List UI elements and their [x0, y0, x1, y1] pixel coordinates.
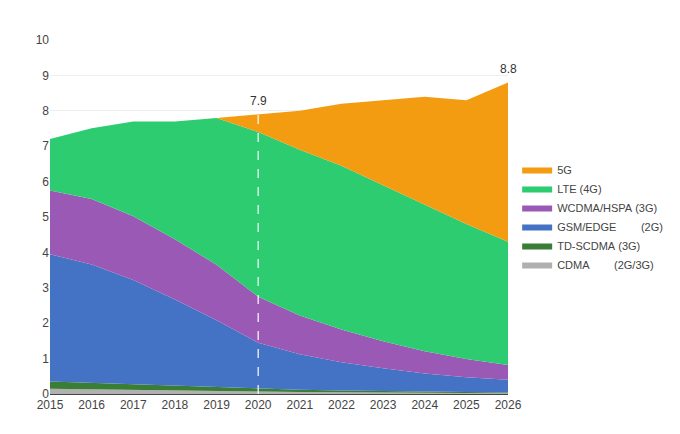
svg-text:CDMA (2G/3G): CDMA (2G/3G) [557, 259, 654, 271]
svg-text:9: 9 [42, 69, 49, 83]
svg-text:2019: 2019 [203, 398, 230, 412]
svg-text:10: 10 [36, 33, 50, 47]
svg-text:2021: 2021 [286, 398, 313, 412]
svg-text:2018: 2018 [162, 398, 189, 412]
svg-text:2020: 2020 [245, 398, 272, 412]
svg-text:1: 1 [42, 352, 49, 366]
svg-text:2023: 2023 [370, 398, 397, 412]
svg-text:2015: 2015 [37, 398, 64, 412]
svg-text:LTE (4G): LTE (4G) [557, 183, 601, 195]
svg-text:0: 0 [42, 387, 49, 401]
svg-text:6: 6 [42, 175, 49, 189]
svg-text:5: 5 [42, 210, 49, 224]
svg-text:8: 8 [42, 104, 49, 118]
svg-text:5G: 5G [557, 164, 572, 176]
svg-text:7: 7 [42, 139, 49, 153]
svg-text:8.8: 8.8 [500, 62, 517, 76]
svg-text:2016: 2016 [78, 398, 105, 412]
svg-text:4: 4 [42, 246, 49, 260]
svg-text:GSM/EDGE (2G): GSM/EDGE (2G) [557, 221, 663, 233]
svg-text:2: 2 [42, 316, 49, 330]
svg-text:7.9: 7.9 [250, 94, 267, 108]
svg-text:TD-SCDMA (3G): TD-SCDMA (3G) [557, 240, 640, 252]
svg-text:2022: 2022 [328, 398, 355, 412]
svg-text:2017: 2017 [120, 398, 147, 412]
svg-text:2026: 2026 [495, 398, 522, 412]
svg-text:WCDMA/HSPA (3G): WCDMA/HSPA (3G) [557, 202, 657, 214]
svg-text:2024: 2024 [411, 398, 438, 412]
svg-text:3: 3 [42, 281, 49, 295]
svg-text:2025: 2025 [453, 398, 480, 412]
